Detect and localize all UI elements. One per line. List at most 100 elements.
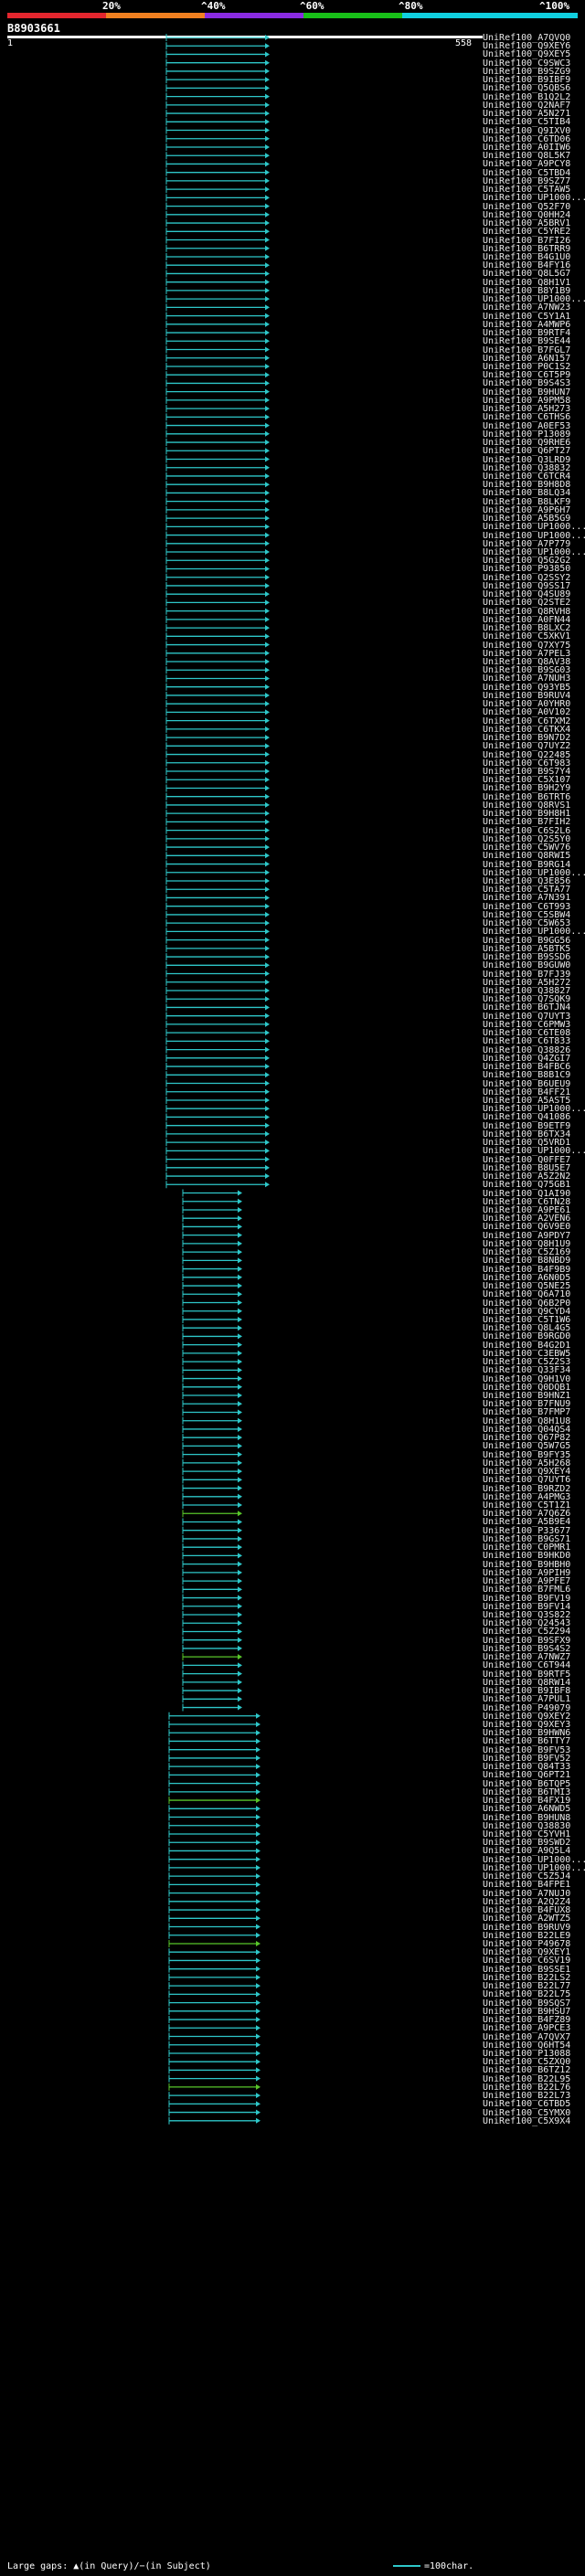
hit-label[interactable]: UniRef100_Q8AV38 — [483, 657, 571, 668]
hit-label[interactable]: UniRef100_B7FJ39 — [483, 969, 571, 980]
hit-label[interactable]: UniRef100_UP1000... — [483, 522, 585, 533]
hit-label[interactable]: UniRef100_B22L95 — [483, 2073, 571, 2084]
hit-label[interactable]: UniRef100_Q24543 — [483, 1618, 571, 1629]
hit-label[interactable]: UniRef100_Q6B2P0 — [483, 1298, 571, 1309]
hit-label[interactable]: UniRef100_A5AST5 — [483, 1095, 571, 1106]
hit-label[interactable]: UniRef100_B22L75 — [483, 1989, 571, 2000]
hit-label[interactable]: UniRef100_C5ZXQ0 — [483, 2057, 571, 2068]
hit-label[interactable]: UniRef100_B8NBD9 — [483, 1256, 571, 1267]
hit-label[interactable]: UniRef100_B9HNZ1 — [483, 1391, 571, 1402]
hit-label[interactable]: UniRef100_B9SSE1 — [483, 1964, 571, 1975]
hit-label[interactable]: UniRef100_B1Q2L2 — [483, 91, 571, 102]
hit-label[interactable]: UniRef100_A5BRV1 — [483, 218, 571, 229]
hit-label[interactable]: UniRef100_B9FV52 — [483, 1753, 571, 1764]
hit-label[interactable]: UniRef100_A7NUH3 — [483, 673, 571, 684]
hit-label[interactable]: UniRef100_A5BTK5 — [483, 943, 571, 954]
hit-label[interactable]: UniRef100_UP1000... — [483, 294, 585, 305]
hit-label[interactable]: UniRef100_A7N391 — [483, 893, 571, 904]
hit-label[interactable]: UniRef100_Q0DQB1 — [483, 1382, 571, 1393]
hit-label[interactable]: UniRef100_Q52F70 — [483, 201, 571, 212]
hit-label[interactable]: UniRef100_Q9XEY6 — [483, 41, 571, 52]
hit-label[interactable]: UniRef100_B22L76 — [483, 2082, 571, 2093]
hit-label[interactable]: UniRef100_B9HSU7 — [483, 2006, 571, 2017]
hit-label[interactable]: UniRef100_C6TD06 — [483, 133, 571, 144]
hit-label[interactable]: UniRef100_P33677 — [483, 1525, 571, 1536]
hit-label[interactable]: UniRef100_Q5W7G5 — [483, 1441, 571, 1452]
hit-label[interactable]: UniRef100_B9RG14 — [483, 859, 571, 870]
hit-label[interactable]: UniRef100_Q7UYT6 — [483, 1475, 571, 1486]
hit-label[interactable]: UniRef100_C5Z5J4 — [483, 1871, 571, 1882]
hit-label[interactable]: UniRef100_C6TE08 — [483, 1028, 571, 1039]
hit-label[interactable]: UniRef100_Q8L5K7 — [483, 151, 571, 162]
hit-label[interactable]: UniRef100_UP1000... — [483, 1854, 585, 1865]
hit-label[interactable]: UniRef100_B4FUX8 — [483, 1905, 571, 1916]
hit-label[interactable]: UniRef100_B9FV53 — [483, 1744, 571, 1755]
hit-label[interactable]: UniRef100_C5SBW4 — [483, 909, 571, 920]
hit-label[interactable]: UniRef100_C6TKX4 — [483, 724, 571, 735]
hit-label[interactable]: UniRef100_A5B5G9 — [483, 514, 571, 525]
hit-label[interactable]: UniRef100_Q9H1V0 — [483, 1373, 571, 1384]
hit-label[interactable]: UniRef100_Q38827 — [483, 985, 571, 996]
hit-label[interactable]: UniRef100_B4FY16 — [483, 260, 571, 271]
hit-label[interactable]: UniRef100_Q4SU89 — [483, 589, 571, 600]
hit-label[interactable]: UniRef100_Q9XEY1 — [483, 1947, 571, 1958]
hit-label[interactable]: UniRef100_B9SQS7 — [483, 1998, 571, 2009]
hit-label[interactable]: UniRef100_A5H273 — [483, 404, 571, 415]
hit-label[interactable]: UniRef100_B9HUN7 — [483, 387, 571, 398]
hit-label[interactable]: UniRef100_B9SZ77 — [483, 175, 571, 186]
hit-label[interactable]: UniRef100_B9SFX9 — [483, 1635, 571, 1646]
hit-label[interactable]: UniRef100_Q3S822 — [483, 1610, 571, 1620]
hit-label[interactable]: UniRef100_B9HUN8 — [483, 1812, 571, 1823]
hit-label[interactable]: UniRef100_C5Y1A1 — [483, 311, 571, 322]
hit-label[interactable]: UniRef100_B9RZD2 — [483, 1483, 571, 1494]
hit-label[interactable]: UniRef100_B9S7Y4 — [483, 767, 571, 777]
hit-label[interactable]: UniRef100_B9FV19 — [483, 1593, 571, 1604]
hit-label[interactable]: UniRef100_Q38832 — [483, 462, 571, 473]
hit-label[interactable]: UniRef100_A5H268 — [483, 1458, 571, 1468]
hit-label[interactable]: UniRef100_A9PCE3 — [483, 2023, 571, 2034]
hit-label[interactable]: UniRef100_Q8RVH8 — [483, 606, 571, 617]
hit-label[interactable]: UniRef100_A9PDY7 — [483, 1230, 571, 1241]
hit-label[interactable]: UniRef100_C5YRE2 — [483, 227, 571, 238]
hit-label[interactable]: UniRef100_C9SWC3 — [483, 58, 571, 69]
hit-label[interactable]: UniRef100_B9S4S2 — [483, 1643, 571, 1654]
hit-label[interactable]: UniRef100_C6S2L6 — [483, 825, 571, 836]
hit-label[interactable]: UniRef100_Q8RVS1 — [483, 800, 571, 811]
hit-label[interactable]: UniRef100_Q38830 — [483, 1820, 571, 1831]
hit-label[interactable]: UniRef100_Q1AI90 — [483, 1188, 571, 1199]
hit-label[interactable]: UniRef100_B9SG03 — [483, 665, 571, 676]
hit-label[interactable]: UniRef100_Q5QBS6 — [483, 83, 571, 94]
hit-label[interactable]: UniRef100_C5XKV1 — [483, 631, 571, 642]
hit-label[interactable]: UniRef100_B4FZ89 — [483, 2015, 571, 2026]
hit-label[interactable]: UniRef100_Q6HT54 — [483, 2040, 571, 2051]
hit-label[interactable]: UniRef100_B9SE44 — [483, 336, 571, 347]
hit-label[interactable]: UniRef100_A7NUJ0 — [483, 1888, 571, 1899]
hit-label[interactable]: UniRef100_B7FGL7 — [483, 345, 571, 355]
hit-label[interactable]: UniRef100_Q04QS4 — [483, 1424, 571, 1435]
hit-label[interactable]: UniRef100_B9RUV4 — [483, 690, 571, 701]
hit-label[interactable]: UniRef100_Q8L5G7 — [483, 269, 571, 280]
hit-label[interactable]: UniRef100_C6THS6 — [483, 412, 571, 423]
hit-label[interactable]: UniRef100_C5Z2S3 — [483, 1357, 571, 1368]
hit-label[interactable]: UniRef100_B4FPE1 — [483, 1880, 571, 1891]
hit-label[interactable]: UniRef100_B6TQP5 — [483, 1778, 571, 1789]
hit-label[interactable]: UniRef100_B9GUW0 — [483, 960, 571, 971]
hit-label[interactable]: UniRef100_P13088 — [483, 2048, 571, 2059]
hit-label[interactable]: UniRef100_C5TAW5 — [483, 185, 571, 196]
hit-label[interactable]: UniRef100_C5TA77 — [483, 885, 571, 896]
hit-label[interactable]: UniRef100_B6TX34 — [483, 1129, 571, 1140]
hit-label[interactable]: UniRef100_C6T983 — [483, 758, 571, 769]
hit-label[interactable]: UniRef100_P0C1S2 — [483, 361, 571, 372]
hit-label[interactable]: UniRef100_Q0FFE7 — [483, 1154, 571, 1165]
hit-label[interactable]: UniRef100_Q7UYT3 — [483, 1011, 571, 1022]
hit-label[interactable]: UniRef100_B9ETF9 — [483, 1120, 571, 1131]
hit-label[interactable]: UniRef100_B8LKF9 — [483, 496, 571, 507]
hit-label[interactable]: UniRef100_C5YVH1 — [483, 1829, 571, 1839]
hit-label[interactable]: UniRef100_C6PMW3 — [483, 1019, 571, 1030]
hit-label[interactable]: UniRef100_B9N7D2 — [483, 733, 571, 744]
hit-label[interactable]: UniRef100_Q9XEY5 — [483, 49, 571, 60]
hit-label[interactable]: UniRef100_B4FX19 — [483, 1796, 571, 1807]
hit-label[interactable]: UniRef100_A0EF53 — [483, 420, 571, 431]
hit-label[interactable]: UniRef100_Q9RHE6 — [483, 438, 571, 449]
hit-label[interactable]: UniRef100_Q0HH24 — [483, 209, 571, 220]
